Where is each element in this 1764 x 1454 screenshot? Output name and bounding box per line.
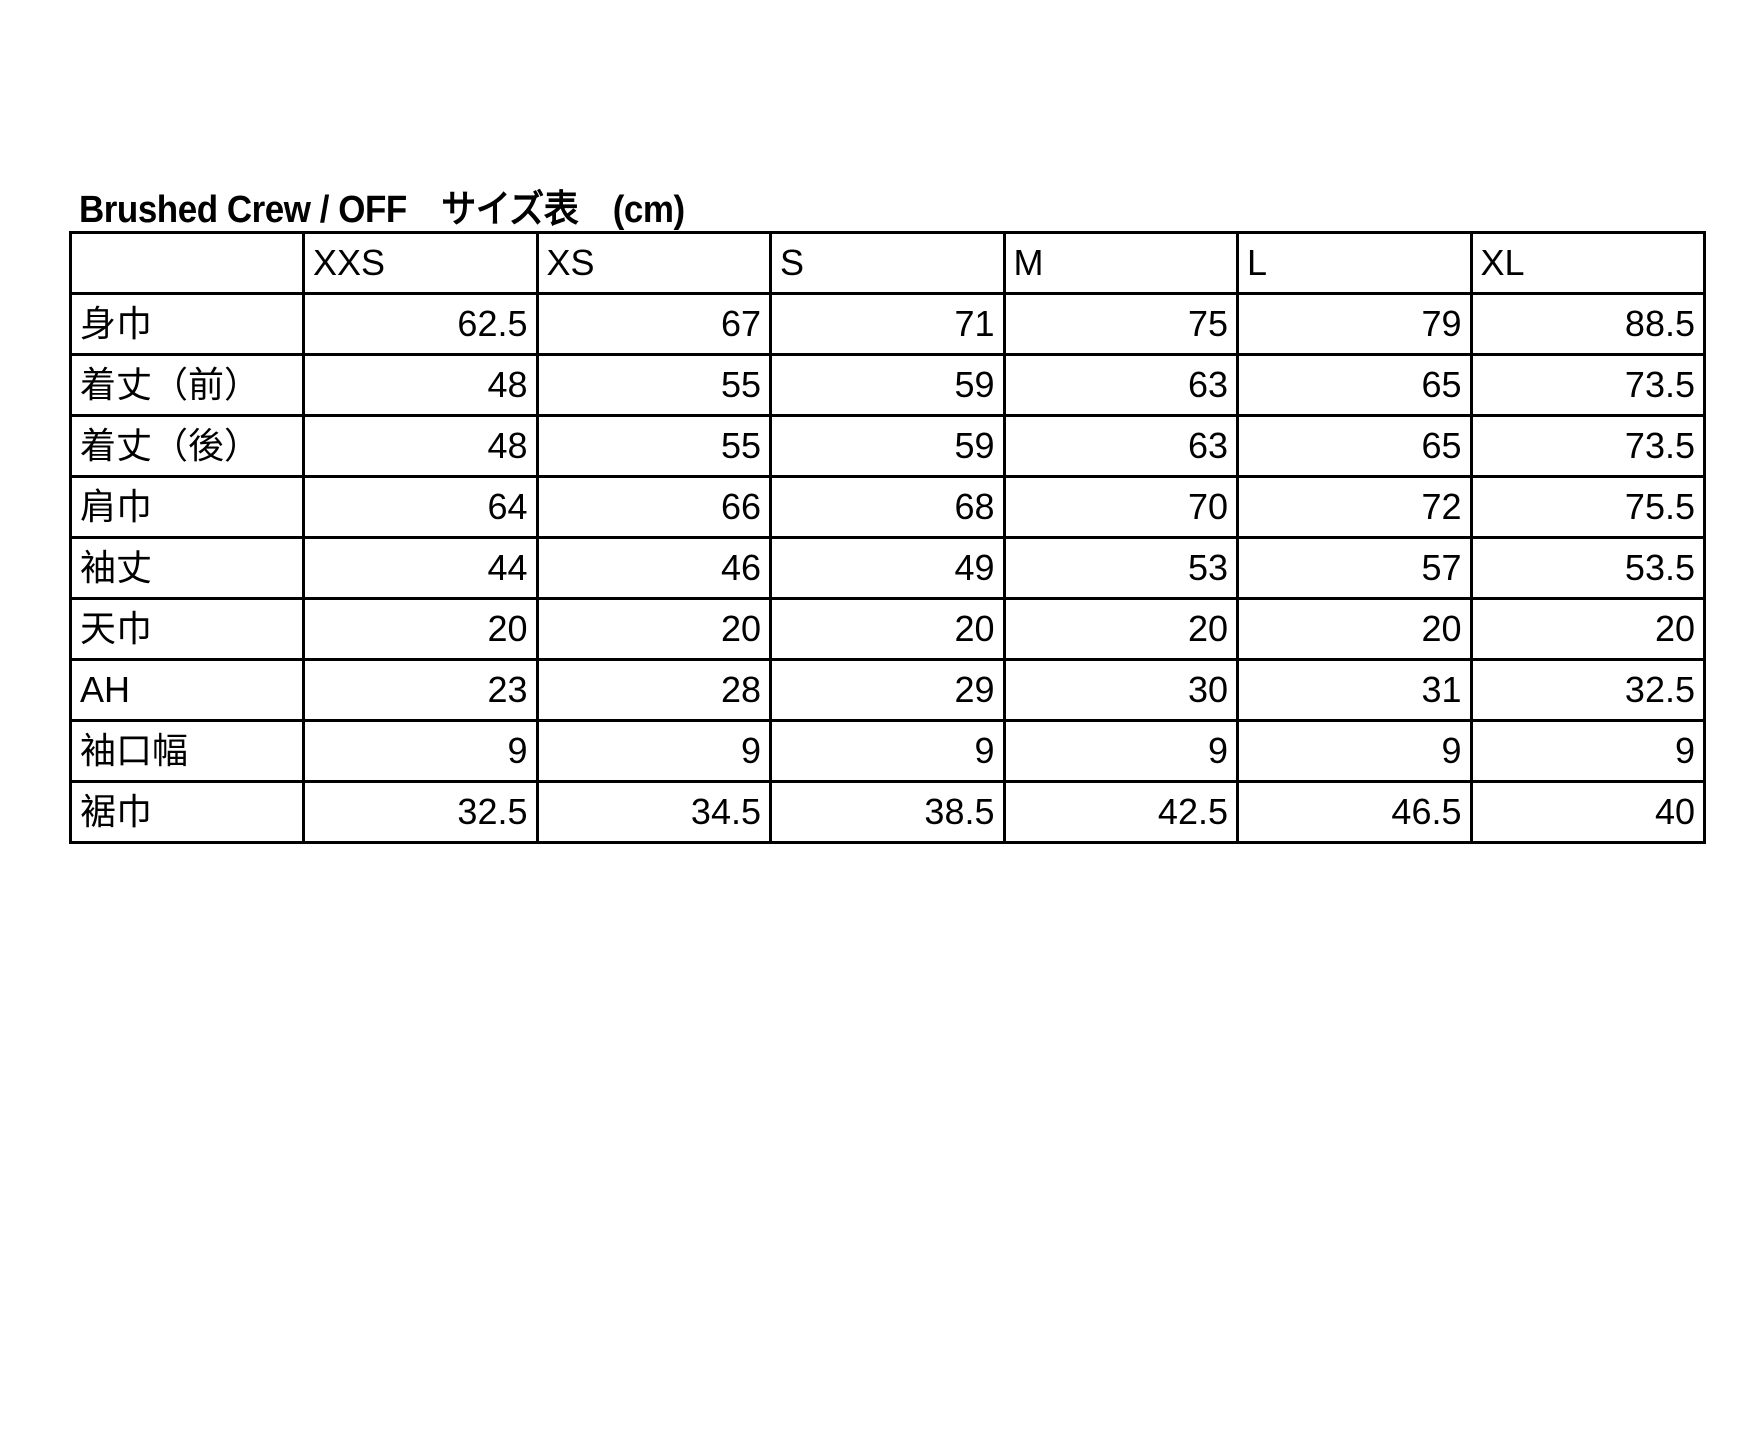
- measurement-cell: 49: [769, 536, 1006, 600]
- measurement-cell: 20: [302, 597, 539, 661]
- table-row: 袖口幅 9 9 9 9 9 9: [69, 719, 1706, 783]
- size-header-cell: XXS: [302, 231, 539, 295]
- row-label: 肩巾: [69, 475, 305, 539]
- size-table: XXS XS S M L XL 身巾 62.5 67 71 75 79 88.5 着丈（前） 48 55 59 6…: [69, 231, 1706, 844]
- table-row: 着丈（後） 48 55 59 63 65 73.5: [69, 414, 1706, 478]
- measurement-cell: 53.5: [1469, 536, 1706, 600]
- measurement-cell: 53: [1002, 536, 1239, 600]
- measurement-cell: 59: [769, 414, 1006, 478]
- measurement-cell: 40: [1469, 780, 1706, 844]
- size-header-cell: S: [769, 231, 1006, 295]
- size-header-cell: XS: [535, 231, 772, 295]
- page-title: Brushed Crew / OFF サイズ表 (cm): [79, 189, 685, 231]
- measurement-cell: 9: [1002, 719, 1239, 783]
- measurement-cell: 28: [535, 658, 772, 722]
- measurement-cell: 9: [302, 719, 539, 783]
- measurement-cell: 20: [1002, 597, 1239, 661]
- measurement-cell: 44: [302, 536, 539, 600]
- measurement-cell: 32.5: [1469, 658, 1706, 722]
- measurement-cell: 57: [1236, 536, 1473, 600]
- measurement-cell: 32.5: [302, 780, 539, 844]
- row-label: 天巾: [69, 597, 305, 661]
- measurement-cell: 9: [1469, 719, 1706, 783]
- measurement-cell: 65: [1236, 353, 1473, 417]
- measurement-cell: 64: [302, 475, 539, 539]
- measurement-cell: 79: [1236, 292, 1473, 356]
- row-label: 身巾: [69, 292, 305, 356]
- measurement-cell: 59: [769, 353, 1006, 417]
- table-row: 袖丈 44 46 49 53 57 53.5: [69, 536, 1706, 600]
- measurement-cell: 48: [302, 414, 539, 478]
- measurement-cell: 67: [535, 292, 772, 356]
- row-label: AH: [69, 658, 305, 722]
- measurement-cell: 62.5: [302, 292, 539, 356]
- size-header-cell: M: [1002, 231, 1239, 295]
- measurement-cell: 73.5: [1469, 414, 1706, 478]
- measurement-cell: 9: [535, 719, 772, 783]
- measurement-cell: 75.5: [1469, 475, 1706, 539]
- measurement-cell: 31: [1236, 658, 1473, 722]
- measurement-cell: 38.5: [769, 780, 1006, 844]
- row-label: 着丈（前）: [69, 353, 305, 417]
- measurement-cell: 9: [769, 719, 1006, 783]
- row-label: 着丈（後）: [69, 414, 305, 478]
- measurement-cell: 72: [1236, 475, 1473, 539]
- corner-cell: [69, 231, 305, 295]
- measurement-cell: 55: [535, 353, 772, 417]
- measurement-cell: 20: [769, 597, 1006, 661]
- measurement-cell: 55: [535, 414, 772, 478]
- measurement-cell: 65: [1236, 414, 1473, 478]
- measurement-cell: 46.5: [1236, 780, 1473, 844]
- table-row: 裾巾 32.5 34.5 38.5 42.5 46.5 40: [69, 780, 1706, 844]
- measurement-cell: 48: [302, 353, 539, 417]
- row-label: 袖口幅: [69, 719, 305, 783]
- measurement-cell: 68: [769, 475, 1006, 539]
- measurement-cell: 63: [1002, 414, 1239, 478]
- table-row: 身巾 62.5 67 71 75 79 88.5: [69, 292, 1706, 356]
- row-label: 袖丈: [69, 536, 305, 600]
- measurement-cell: 20: [1469, 597, 1706, 661]
- measurement-cell: 71: [769, 292, 1006, 356]
- measurement-cell: 29: [769, 658, 1006, 722]
- measurement-cell: 63: [1002, 353, 1239, 417]
- measurement-cell: 75: [1002, 292, 1239, 356]
- table-row: 着丈（前） 48 55 59 63 65 73.5: [69, 353, 1706, 417]
- measurement-cell: 70: [1002, 475, 1239, 539]
- size-header-cell: XL: [1469, 231, 1706, 295]
- measurement-cell: 9: [1236, 719, 1473, 783]
- measurement-cell: 66: [535, 475, 772, 539]
- table-row: 肩巾 64 66 68 70 72 75.5: [69, 475, 1706, 539]
- measurement-cell: 73.5: [1469, 353, 1706, 417]
- measurement-cell: 23: [302, 658, 539, 722]
- measurement-cell: 34.5: [535, 780, 772, 844]
- measurement-cell: 42.5: [1002, 780, 1239, 844]
- table-row: 天巾 20 20 20 20 20 20: [69, 597, 1706, 661]
- measurement-cell: 88.5: [1469, 292, 1706, 356]
- measurement-cell: 20: [535, 597, 772, 661]
- header-row: XXS XS S M L XL: [69, 231, 1706, 295]
- table-row: AH 23 28 29 30 31 32.5: [69, 658, 1706, 722]
- measurement-cell: 46: [535, 536, 772, 600]
- size-header-cell: L: [1236, 231, 1473, 295]
- measurement-cell: 20: [1236, 597, 1473, 661]
- row-label: 裾巾: [69, 780, 305, 844]
- measurement-cell: 30: [1002, 658, 1239, 722]
